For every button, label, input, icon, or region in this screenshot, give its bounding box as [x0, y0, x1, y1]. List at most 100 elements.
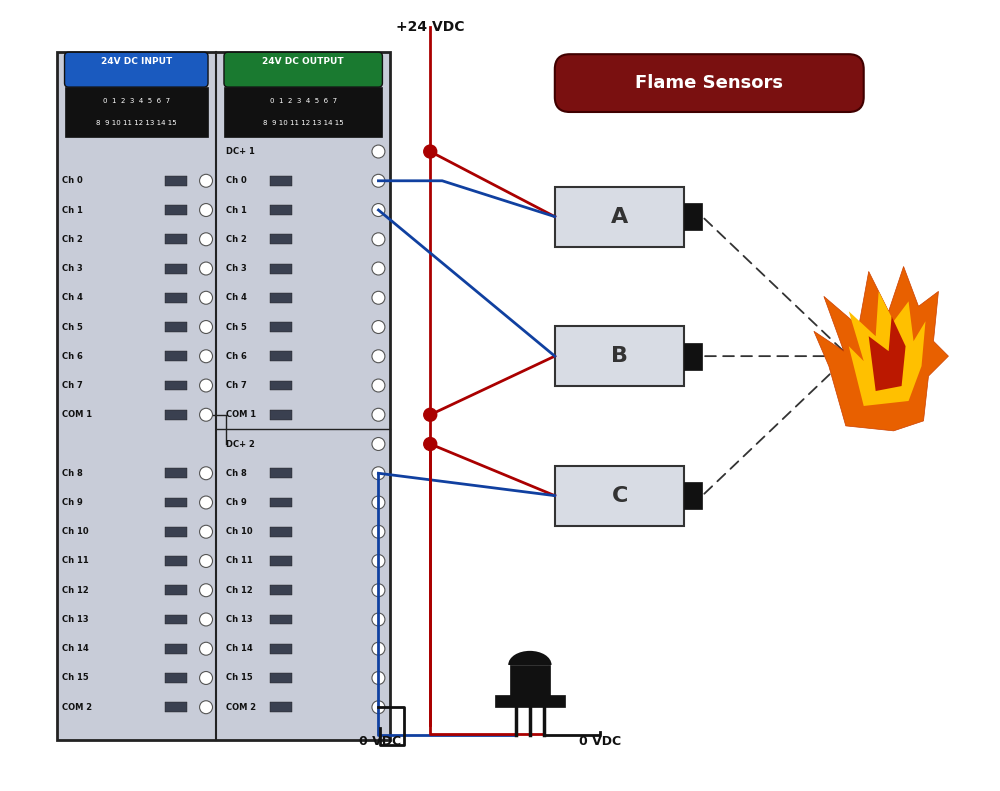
Polygon shape — [57, 52, 390, 740]
Bar — [165, 527, 187, 537]
Bar — [165, 556, 187, 566]
Polygon shape — [510, 653, 550, 665]
Bar — [224, 87, 382, 137]
Circle shape — [200, 613, 213, 626]
Text: Ch 1: Ch 1 — [62, 206, 82, 214]
Bar — [270, 351, 292, 361]
Circle shape — [372, 320, 385, 334]
Circle shape — [200, 262, 213, 275]
Circle shape — [372, 672, 385, 684]
Text: 0  1  2  3  4  5  6  7: 0 1 2 3 4 5 6 7 — [103, 98, 170, 104]
Circle shape — [372, 350, 385, 363]
Bar — [270, 527, 292, 537]
Text: DC+ 2: DC+ 2 — [226, 440, 255, 448]
Text: Ch 14: Ch 14 — [62, 644, 88, 653]
Bar — [495, 695, 565, 707]
Text: Ch 12: Ch 12 — [62, 586, 88, 595]
Circle shape — [372, 174, 385, 187]
Text: 0 VDC: 0 VDC — [359, 735, 401, 747]
Text: 24V DC INPUT: 24V DC INPUT — [101, 58, 172, 66]
Text: Ch 1: Ch 1 — [226, 206, 247, 214]
Circle shape — [372, 233, 385, 246]
Circle shape — [372, 467, 385, 479]
Text: Ch 13: Ch 13 — [62, 615, 88, 624]
Bar — [270, 644, 292, 653]
Bar — [270, 673, 292, 683]
Bar — [65, 87, 208, 137]
Bar — [684, 203, 702, 230]
Bar — [165, 351, 187, 361]
Circle shape — [372, 145, 385, 158]
FancyBboxPatch shape — [65, 52, 208, 87]
Circle shape — [372, 437, 385, 451]
Circle shape — [372, 379, 385, 392]
Circle shape — [200, 672, 213, 684]
Bar — [165, 585, 187, 595]
Text: Ch 9: Ch 9 — [226, 498, 247, 507]
Bar — [270, 410, 292, 420]
Bar — [165, 205, 187, 215]
Bar — [165, 322, 187, 332]
Text: Ch 11: Ch 11 — [62, 557, 88, 566]
Circle shape — [200, 701, 213, 713]
Circle shape — [200, 554, 213, 567]
Circle shape — [372, 642, 385, 655]
Bar — [165, 702, 187, 712]
Circle shape — [200, 525, 213, 538]
Text: Ch 10: Ch 10 — [62, 528, 88, 536]
Text: Ch 12: Ch 12 — [226, 586, 253, 595]
Circle shape — [200, 174, 213, 187]
Bar — [555, 466, 684, 525]
Bar — [165, 644, 187, 653]
Bar — [270, 205, 292, 215]
Circle shape — [200, 233, 213, 246]
Bar — [165, 498, 187, 508]
Bar — [270, 585, 292, 595]
Bar — [270, 498, 292, 508]
Bar — [684, 343, 702, 369]
Text: Ch 5: Ch 5 — [62, 323, 82, 331]
Circle shape — [200, 379, 213, 392]
Text: Flame Sensors: Flame Sensors — [635, 74, 783, 92]
Text: Ch 8: Ch 8 — [226, 469, 247, 478]
Bar — [510, 665, 550, 705]
Bar — [165, 263, 187, 274]
Circle shape — [200, 320, 213, 334]
Polygon shape — [869, 316, 906, 391]
Text: Ch 4: Ch 4 — [226, 293, 247, 302]
Bar — [165, 673, 187, 683]
Text: 24V DC OUTPUT: 24V DC OUTPUT — [262, 58, 344, 66]
Bar — [165, 293, 187, 303]
Bar — [555, 326, 684, 386]
Bar — [270, 263, 292, 274]
Circle shape — [372, 701, 385, 713]
Text: COM 1: COM 1 — [226, 411, 256, 419]
Bar — [270, 234, 292, 244]
Circle shape — [200, 496, 213, 509]
Text: Ch 13: Ch 13 — [226, 615, 253, 624]
Circle shape — [372, 408, 385, 422]
Bar — [684, 483, 702, 509]
Text: A: A — [611, 206, 628, 227]
Circle shape — [372, 525, 385, 538]
Text: Ch 11: Ch 11 — [226, 557, 253, 566]
Text: Ch 7: Ch 7 — [62, 381, 82, 390]
Text: 0  1  2  3  4  5  6  7: 0 1 2 3 4 5 6 7 — [270, 98, 337, 104]
Circle shape — [200, 203, 213, 217]
Polygon shape — [814, 267, 948, 431]
Text: +24 VDC: +24 VDC — [396, 21, 464, 34]
Bar — [165, 234, 187, 244]
Text: Ch 8: Ch 8 — [62, 469, 82, 478]
Text: Ch 14: Ch 14 — [226, 644, 253, 653]
Bar — [270, 556, 292, 566]
Bar — [270, 322, 292, 332]
Circle shape — [424, 437, 437, 451]
Text: Ch 6: Ch 6 — [62, 352, 82, 361]
Text: C: C — [611, 486, 628, 505]
Bar — [270, 702, 292, 712]
Bar — [270, 380, 292, 391]
Circle shape — [372, 554, 385, 567]
FancyBboxPatch shape — [555, 55, 864, 112]
Text: 0 VDC: 0 VDC — [579, 735, 621, 747]
Circle shape — [424, 145, 437, 158]
